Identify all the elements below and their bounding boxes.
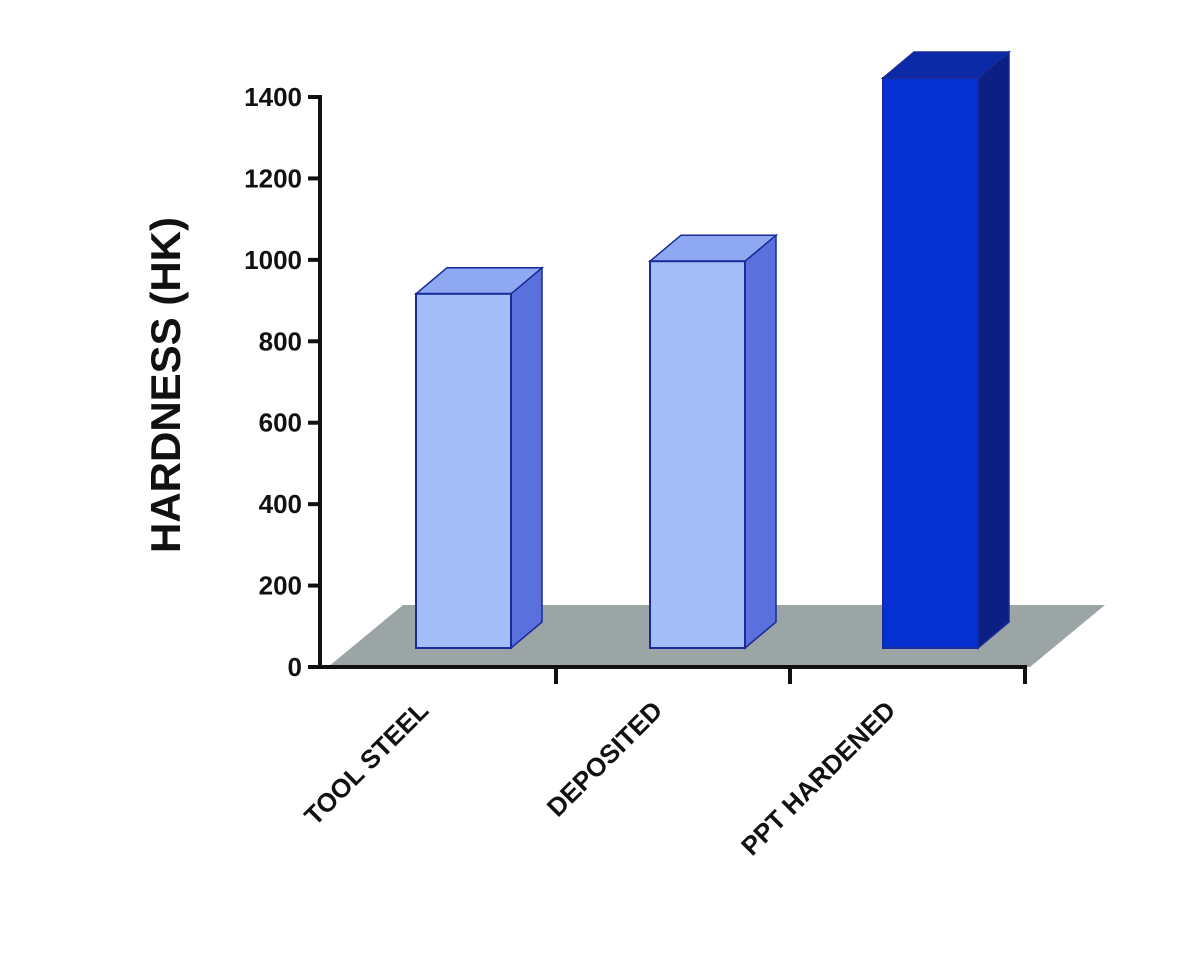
y-tick-label: 600: [259, 408, 302, 438]
bar-side: [744, 233, 777, 650]
y-tick-label: 1200: [244, 163, 302, 193]
bar-front: [882, 77, 979, 649]
x-category-label: PPT HARDENED: [735, 695, 901, 861]
y-tick-label: 800: [259, 326, 302, 356]
bar-front: [415, 292, 512, 649]
y-tick-label: 200: [259, 571, 302, 601]
bar-ppt-hardened: [880, 50, 1012, 650]
bar-tool-steel: [413, 266, 545, 650]
y-axis-label: HARDNESS (HK): [142, 217, 189, 553]
bar-front: [649, 260, 746, 649]
x-category-label: DEPOSITED: [541, 695, 668, 822]
y-tick-label: 0: [288, 652, 302, 682]
y-tick-label: 400: [259, 489, 302, 519]
bar-side: [510, 266, 543, 650]
x-category-label: TOOL STEEL: [298, 695, 434, 831]
bar-side: [977, 50, 1010, 650]
y-tick-label: 1400: [244, 82, 302, 112]
y-tick-label: 1000: [244, 245, 302, 275]
bar-deposited: [647, 233, 779, 650]
